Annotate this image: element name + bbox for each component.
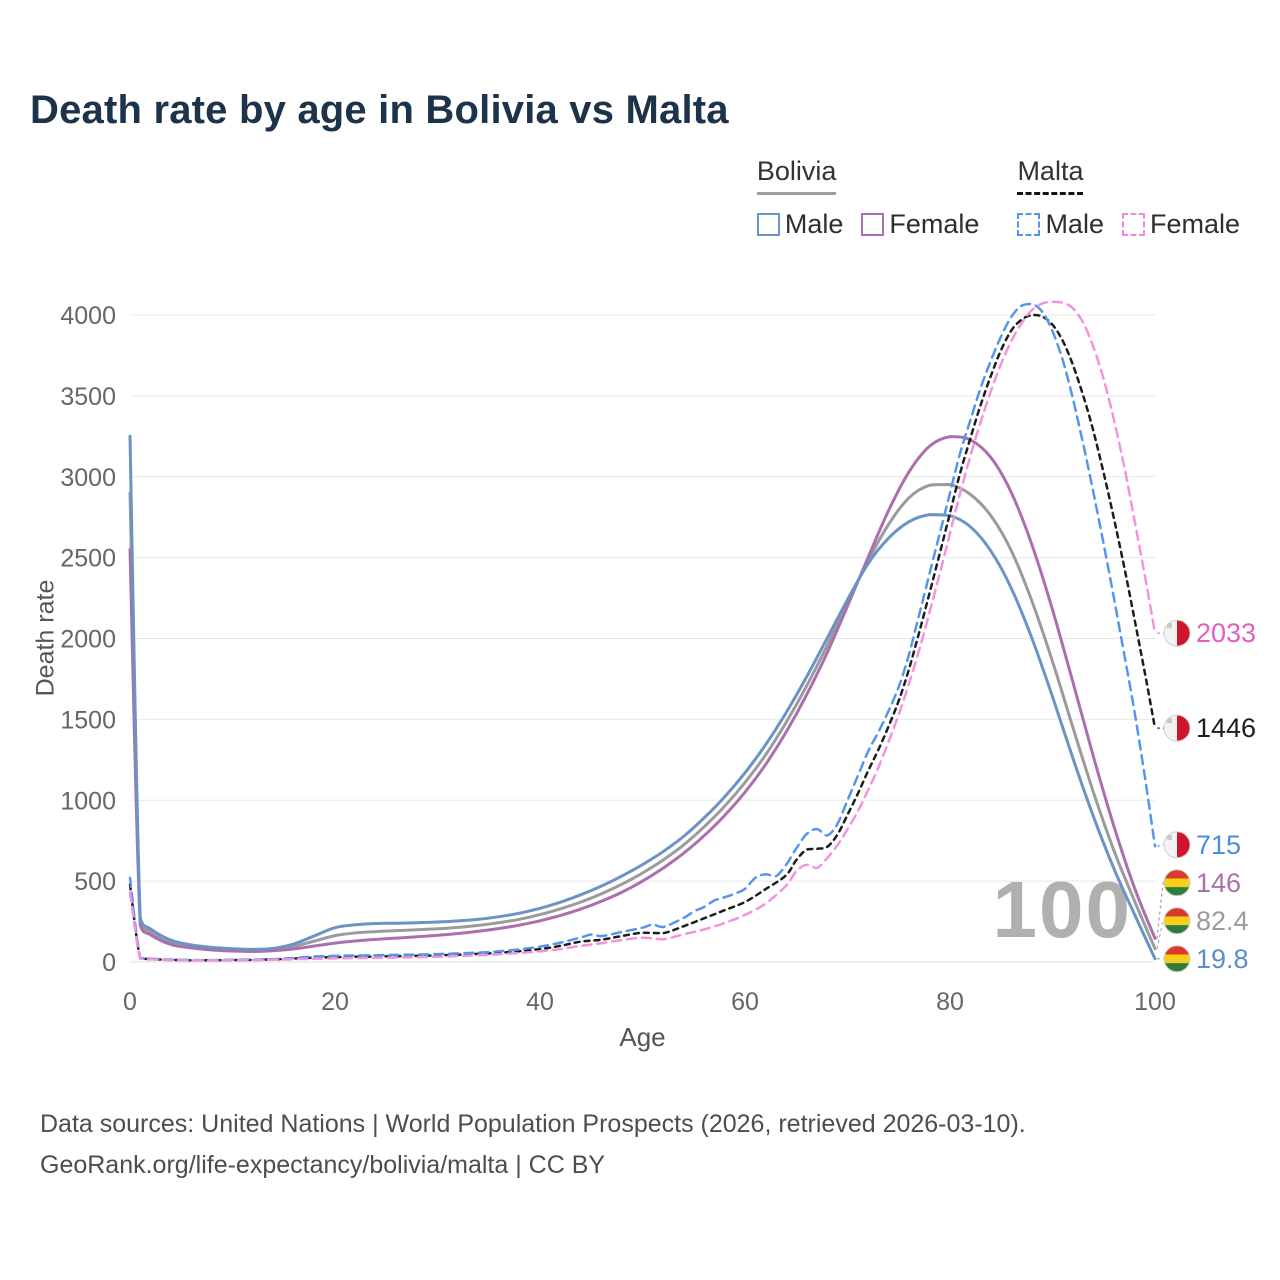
footer-sources: Data sources: United Nations | World Pop… xyxy=(40,1110,1026,1138)
legend-label-bolivia-male: Male xyxy=(784,209,844,239)
legend-item-bolivia-female[interactable]: Female xyxy=(861,209,979,240)
y-tick-label: 0 xyxy=(102,949,116,977)
legend-item-malta-female[interactable]: Female xyxy=(1121,209,1240,240)
legend-item-malta-male[interactable]: Male xyxy=(1017,209,1104,240)
flag-outline xyxy=(1163,869,1191,897)
end-value-label: 146 xyxy=(1196,868,1241,898)
y-tick-label: 3500 xyxy=(60,383,116,411)
series-line-malta-male[interactable] xyxy=(128,302,1157,962)
legend-item-bolivia-male[interactable]: Male xyxy=(756,209,844,240)
footer: Data sources: United Nations | World Pop… xyxy=(40,1104,1026,1186)
y-tick-label: 1000 xyxy=(60,787,116,815)
x-tick-label: 60 xyxy=(731,988,759,1016)
x-tick-label: 0 xyxy=(123,988,137,1016)
x-axis-title: Age xyxy=(619,1022,666,1052)
series-line-malta-female[interactable] xyxy=(128,300,1157,962)
malta-flag-icon xyxy=(1164,620,1190,647)
flag-outline xyxy=(1163,831,1191,859)
footer-link[interactable]: GeoRank.org/life-expectancy/bolivia/malt… xyxy=(40,1151,606,1179)
malta-flag-icon xyxy=(1164,715,1190,742)
end-value-label: 82.4 xyxy=(1196,906,1249,936)
end-value-label: 715 xyxy=(1196,830,1241,860)
x-tick-label: 40 xyxy=(526,988,554,1016)
end-value-label: 1446 xyxy=(1196,713,1256,743)
legend-bolivia-title[interactable]: Bolivia xyxy=(756,156,837,195)
x-tick-label: 20 xyxy=(321,988,349,1016)
flag-outline xyxy=(1163,945,1191,973)
x-tick-label: 80 xyxy=(936,988,964,1016)
legend-malta-title[interactable]: Malta xyxy=(1017,156,1084,195)
page-title: Death rate by age in Bolivia vs Malta xyxy=(30,88,729,132)
series-line-bolivia-male[interactable] xyxy=(128,434,1157,961)
bolivia-flag-icon xyxy=(1164,945,1190,972)
end-label-connector xyxy=(1156,882,1167,939)
legend-items-malta: Male Female xyxy=(1017,209,1240,240)
y-tick-label: 4000 xyxy=(60,302,116,330)
bolivia-male-swatch-icon xyxy=(756,213,780,236)
y-tick-label: 500 xyxy=(74,868,116,896)
hover-age-watermark: 100 xyxy=(992,865,1132,954)
flag-outline xyxy=(1163,907,1191,935)
y-tick-label: 1500 xyxy=(60,706,116,734)
x-tick-label: 100 xyxy=(1134,988,1176,1016)
flag-outline xyxy=(1163,619,1191,647)
bolivia-flag-icon xyxy=(1164,869,1190,896)
legend-label-bolivia-female: Female xyxy=(889,209,980,239)
end-value-label: 2033 xyxy=(1196,618,1256,648)
series-line-malta-average[interactable] xyxy=(128,313,1157,962)
legend-group-malta: Malta Male Female xyxy=(1017,156,1240,240)
legend-label-malta-male: Male xyxy=(1045,209,1104,239)
flag-outline xyxy=(1163,714,1191,742)
bolivia-flag-icon xyxy=(1164,907,1190,934)
malta-male-swatch-icon xyxy=(1017,213,1041,236)
series-line-bolivia-female[interactable] xyxy=(128,435,1157,953)
malta-female-swatch-icon xyxy=(1121,213,1145,236)
y-tick-label: 2500 xyxy=(60,545,116,573)
legend-group-bolivia: Bolivia Male Female xyxy=(756,156,979,240)
end-value-label: 19.8 xyxy=(1196,944,1249,974)
malta-flag-icon xyxy=(1164,831,1190,858)
legend: Bolivia Male Female Malta Male xyxy=(756,156,1240,240)
legend-items-bolivia: Male Female xyxy=(756,209,979,240)
legend-label-malta-female: Female xyxy=(1149,209,1240,239)
y-tick-label: 2000 xyxy=(60,626,116,654)
bolivia-female-swatch-icon xyxy=(861,213,885,236)
y-tick-label: 3000 xyxy=(60,464,116,492)
